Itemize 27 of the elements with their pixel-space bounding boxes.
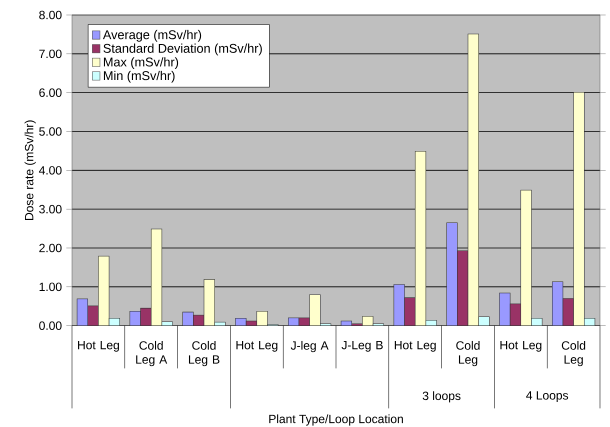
x-axis-title: Plant Type/Loop Location	[269, 414, 403, 426]
x-tick-label: Hot Leg	[394, 340, 436, 352]
x-tick-label: Cold Leg B	[188, 340, 220, 366]
x-tick-label: Hot Leg	[78, 340, 119, 352]
y-tick-label: 2.00	[39, 244, 62, 252]
text: 3 loops	[422, 391, 460, 402]
legend-label: Max (mSv/hr)	[104, 57, 178, 69]
x-tick-label: Cold Leg	[562, 340, 586, 366]
y-tick-label: 3.00	[39, 204, 62, 214]
y-axis-title: Dose rate (mSv/hr)	[24, 120, 36, 220]
x-tick-label: Hot Leg	[236, 340, 278, 352]
legend-label: Standard Deviation (mSv/hr)	[103, 44, 262, 56]
y-tick-label: 7.00	[39, 50, 62, 58]
text: 4 Loops	[526, 391, 568, 402]
y-tick-label: 5.00	[39, 127, 62, 136]
y-tick-label: 8.00	[39, 10, 62, 20]
x-tick-label: J-Leg B	[342, 340, 383, 352]
y-tick-label: 0.00	[39, 321, 62, 330]
y-tick-label: 4.00	[38, 166, 62, 175]
legend-label: Average (mSv/hr)	[102, 30, 202, 42]
y-tick-label: 1.00	[40, 282, 62, 292]
x-tick-label: Cold Leg	[456, 340, 480, 366]
x-tick-label: J-leg A	[290, 340, 329, 352]
y-tick-label: 6.00	[39, 88, 62, 97]
x-tick-label: Hot Leg	[500, 340, 542, 352]
legend-label: Min (mSv/hr)	[104, 70, 175, 83]
x-tick-label: Cold Leg A	[136, 340, 168, 366]
